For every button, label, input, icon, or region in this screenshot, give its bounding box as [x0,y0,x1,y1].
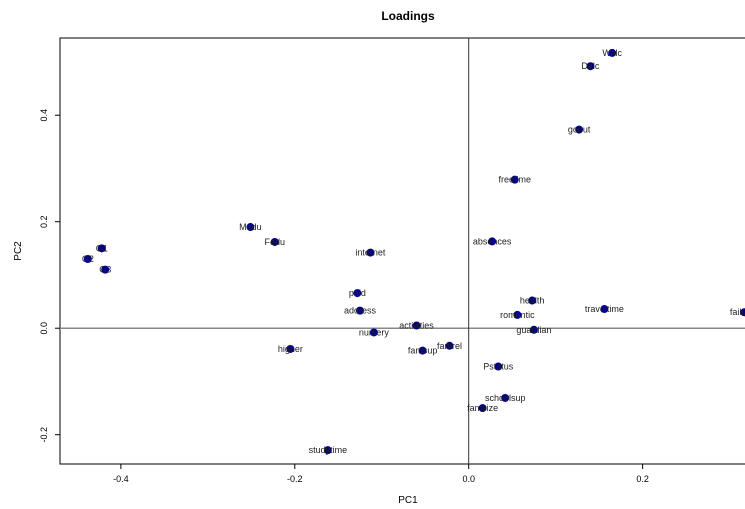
point-label: internet [355,248,386,258]
point-label: studytime [309,445,348,455]
data-point [366,248,375,257]
data-point [270,237,279,246]
data-point [478,404,487,413]
y-axis-label: PC2 [13,241,24,261]
data-point [101,265,110,274]
point-label: address [344,306,377,316]
y-tick-label: 0.4 [39,109,49,122]
point-label: romantic [500,310,535,320]
point-label: Medu [239,222,262,232]
data-point [513,310,522,319]
point-label: goout [568,125,591,135]
data-point [528,296,537,305]
point-label: famsize [467,403,498,413]
point-label: G1 [96,243,108,253]
y-tick-label: -0.2 [39,427,49,443]
data-point [501,393,510,402]
data-point [418,346,427,355]
data-point [488,237,497,246]
point-label: G3 [99,265,111,275]
point-label: Dalc [581,61,600,71]
x-tick-label: -0.2 [287,474,303,484]
plot-frame [59,37,745,465]
point-label: famsup [408,346,438,356]
y-axis: -0.2 0.0 0.2 0.4 [39,109,60,443]
x-tick-label: 0.0 [462,474,475,484]
point-label: Walc [602,48,622,58]
point-label: higher [278,344,303,354]
point-label: absences [473,236,512,246]
data-point [510,175,519,184]
data-point [246,223,255,232]
point-label: failures [730,307,745,317]
data-point [412,321,421,330]
x-axis-label: PC1 [398,495,418,506]
data-point [608,48,617,57]
data-point [600,305,609,314]
x-axis: -0.4 -0.2 0.0 0.2 [113,464,649,484]
point-label: health [520,296,545,306]
point-label: Fedu [265,237,286,247]
data-point [529,325,538,334]
point-label: schoolsup [485,393,526,403]
chart-title: Loadings [381,9,435,23]
data-point [445,341,454,350]
data-point [356,306,364,315]
data-point [286,344,295,353]
data-point [369,328,378,337]
data-point [83,254,92,263]
y-tick-label: 0.0 [39,322,49,335]
y-tick-label: 0.2 [39,215,49,228]
data-point [494,362,503,371]
data-point [575,125,584,134]
data-point [586,62,595,71]
point-label: paid [349,288,366,298]
point-label: Pstatus [483,362,514,372]
point-label: activities [399,321,434,331]
point-label: guardian [516,325,551,335]
point-label: famrel [437,341,462,351]
data-point [353,289,362,298]
data-point [740,308,745,317]
data-point [323,446,332,455]
point-label: traveltime [585,304,624,314]
data-point [97,244,106,253]
point-label: G2 [82,254,94,264]
point-label: nursery [359,327,390,337]
point-label: freetime [499,175,532,185]
x-tick-label: 0.2 [636,474,649,484]
x-tick-label: -0.4 [113,474,129,484]
